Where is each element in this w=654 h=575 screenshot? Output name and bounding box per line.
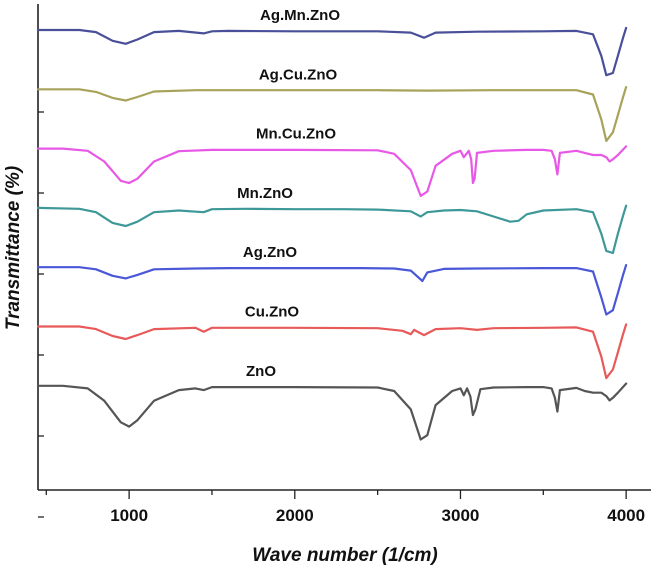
axes: [37, 4, 651, 491]
series-line-ag-cu-zno: [36, 86, 628, 142]
x-tick-label: 3000: [442, 506, 480, 525]
series-line-ag-mn-zno: [36, 26, 628, 77]
series-line-cu-zno: [36, 323, 628, 380]
series-label: Ag.Mn.ZnO: [260, 7, 340, 24]
series-label-group: Ag.Mn.ZnO Ag.Cu.ZnO Mn.Cu.ZnO Mn.ZnO Ag.ZnO C…: [237, 7, 340, 380]
series-group: [36, 26, 628, 441]
series-label: Cu.ZnO: [245, 304, 299, 321]
series-label: Mn.Cu.ZnO: [256, 126, 336, 143]
x-tick-label: 1000: [110, 506, 148, 525]
y-axis-title: Transmittance (%): [3, 166, 24, 330]
x-ticks: 1000 2000 3000 4000: [45, 490, 645, 525]
series-line-zno: [36, 382, 628, 441]
series-line-mn-cu-zno: [36, 145, 628, 197]
x-axis-title: Wave number (1/cm): [252, 545, 437, 566]
x-tick-label: 4000: [607, 506, 645, 525]
series-label: ZnO: [246, 363, 276, 380]
y-ticks: [38, 111, 44, 518]
x-tick-label: 2000: [276, 506, 314, 525]
series-line-mn-zno: [36, 204, 628, 255]
series-label: Mn.ZnO: [237, 185, 293, 202]
series-label: Ag.Cu.ZnO: [259, 66, 338, 83]
series-label: Ag.ZnO: [243, 244, 297, 261]
series-line-ag-zno: [36, 264, 628, 316]
